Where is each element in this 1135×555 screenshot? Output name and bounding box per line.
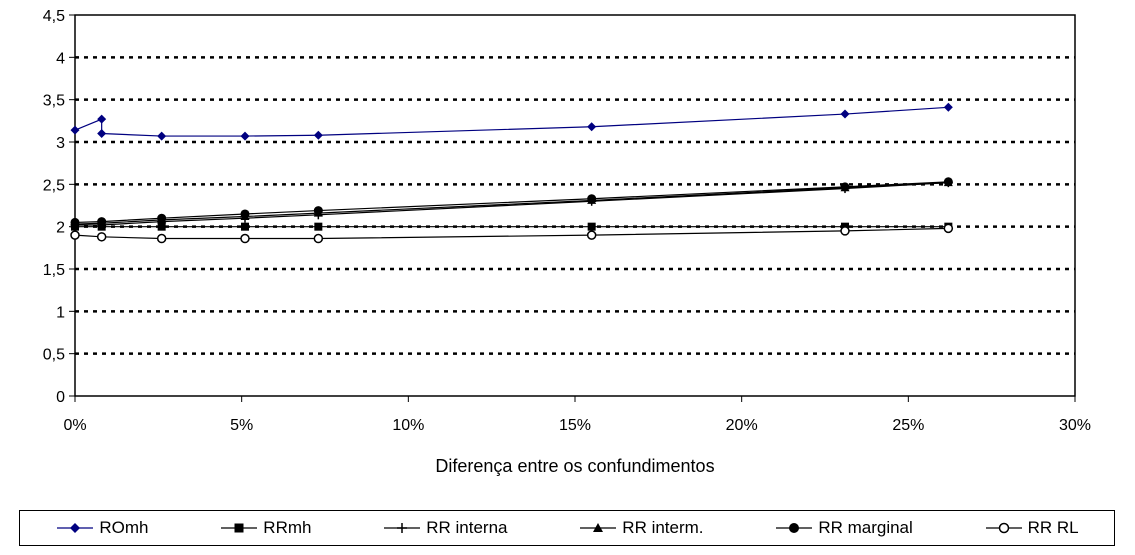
y-tick-label: 2,5 — [43, 177, 65, 194]
legend-label: RRmh — [263, 518, 312, 537]
data-point — [157, 213, 167, 223]
data-point — [314, 222, 323, 231]
legend-swatch — [57, 523, 94, 533]
data-point — [587, 122, 597, 132]
data-point — [943, 223, 954, 234]
plot-area — [74, 14, 1076, 397]
x-tick-label: 25% — [892, 417, 924, 434]
y-tick-label: 3,5 — [43, 93, 65, 110]
data-point — [586, 230, 597, 240]
legend-swatch — [580, 523, 617, 532]
data-point — [97, 129, 107, 139]
legend-item: RR RL — [984, 518, 1079, 538]
y-tick-label: 2 — [56, 220, 65, 237]
series-rr-marginal — [70, 177, 953, 227]
legend-item: RR interm. — [578, 518, 704, 538]
legend-swatch — [985, 522, 1022, 534]
legend-swatch — [384, 523, 421, 533]
data-point — [240, 131, 250, 141]
data-point — [313, 130, 323, 140]
x-tick-label: 5% — [230, 417, 253, 434]
data-point — [943, 102, 953, 112]
data-point — [840, 109, 850, 119]
data-point — [70, 523, 81, 533]
x-axis: 0% 5% 10% 15% 20% 25% 30% — [63, 396, 1091, 434]
x-tick-label: 0% — [63, 417, 86, 434]
y-tick-label: 0 — [56, 389, 65, 406]
y-tick-label: 3 — [56, 135, 65, 152]
x-tick-label: 10% — [392, 417, 424, 434]
data-point — [96, 232, 107, 242]
data-point — [156, 233, 167, 244]
data-point — [789, 523, 800, 533]
series-group — [70, 102, 954, 244]
series-line — [74, 227, 949, 240]
legend: ROmh RRmh RR interna RR interm. RR marginal R… — [19, 510, 1115, 546]
line-chart: 0 0,5 1 1,5 2 2,5 3 3,5 4 4,5 0% 5% 10% 15% 20% 25% 30%… — [43, 8, 1091, 476]
y-tick-label: 1,5 — [43, 262, 65, 279]
y-tick-label: 4 — [56, 50, 65, 67]
legend-label: RR interm. — [622, 518, 704, 537]
series-rr-rl — [70, 223, 954, 244]
data-point — [397, 523, 408, 533]
legend-item: ROmh — [55, 518, 149, 538]
series-line — [75, 182, 949, 226]
data-point — [241, 222, 249, 231]
legend-label: RR RL — [1027, 518, 1079, 537]
data-point — [240, 209, 250, 219]
series-line — [74, 182, 949, 225]
grid-lines — [75, 56, 1075, 355]
legend-label: ROmh — [99, 518, 149, 537]
legend-item: RR interna — [382, 518, 508, 538]
data-point — [943, 177, 953, 187]
data-point — [587, 194, 597, 204]
series-romh — [70, 102, 953, 141]
legend-item: RR marginal — [774, 518, 913, 538]
series-line — [74, 181, 949, 224]
data-point — [70, 125, 80, 135]
legend-label: RR interna — [426, 518, 508, 537]
y-tick-label: 1 — [56, 304, 65, 321]
y-tick-label: 4,5 — [43, 8, 65, 25]
y-axis: 0 0,5 1 1,5 2 2,5 3 3,5 4 4,5 — [43, 8, 75, 406]
x-tick-label: 30% — [1059, 417, 1091, 434]
data-point — [97, 114, 107, 124]
legend-label: RR marginal — [818, 518, 913, 537]
x-tick-label: 15% — [559, 417, 591, 434]
legend-swatch — [221, 523, 258, 533]
series-line — [74, 106, 949, 137]
data-point — [313, 206, 323, 216]
data-point — [234, 523, 244, 533]
data-point — [313, 233, 324, 244]
series-rrmh — [71, 222, 953, 231]
data-point — [97, 217, 107, 227]
legend-swatch — [776, 523, 813, 533]
data-point — [157, 131, 167, 141]
data-point — [70, 230, 80, 240]
x-axis-label: Diferença entre os confundimentos — [435, 456, 714, 476]
x-tick-label: 20% — [726, 417, 758, 434]
y-tick-label: 0,5 — [43, 347, 65, 364]
data-point — [998, 522, 1009, 534]
data-point — [157, 222, 166, 231]
data-point — [593, 523, 604, 532]
data-point — [70, 217, 80, 227]
legend-item: RRmh — [219, 518, 311, 538]
data-point — [840, 182, 850, 192]
data-point — [240, 233, 250, 244]
data-point — [587, 222, 596, 231]
data-point — [840, 226, 850, 236]
